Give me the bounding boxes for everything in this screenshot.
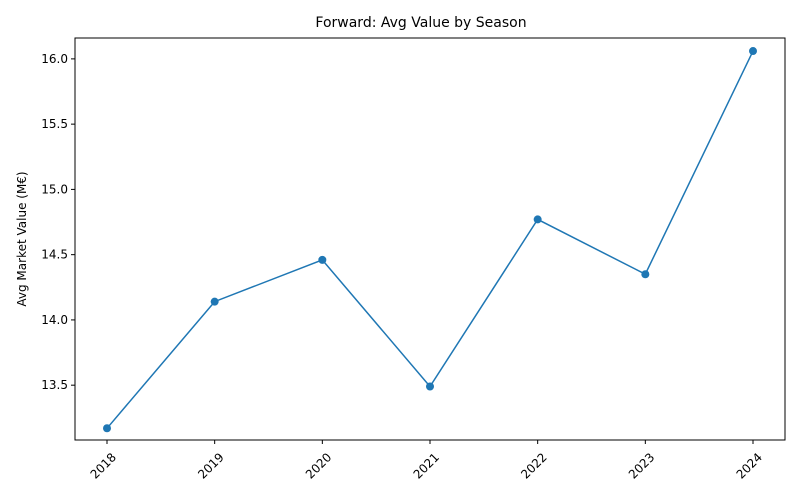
x-tick-label: 2024 xyxy=(734,450,765,481)
x-axis: 2018 2019 2020 2021 2022 2023 2024 xyxy=(88,440,765,482)
y-axis-title: Avg Market Value (M€) xyxy=(15,171,29,306)
data-point xyxy=(318,255,327,264)
data-point xyxy=(426,382,434,391)
x-tick-label: 2023 xyxy=(626,450,657,481)
data-point xyxy=(210,297,219,306)
x-tick-label: 2022 xyxy=(518,450,549,481)
x-tick-label: 2018 xyxy=(88,450,119,481)
y-tick-label: 14.5 xyxy=(41,248,68,262)
y-tick-label: 15.5 xyxy=(41,117,68,131)
plot-frame xyxy=(74,37,786,441)
series-line xyxy=(106,50,754,429)
plot-area xyxy=(103,47,757,433)
chart-title: Forward: Avg Value by Season xyxy=(315,15,526,31)
x-tick-label: 2019 xyxy=(195,450,226,481)
y-axis: 13.5 14.0 14.5 15.0 15.5 16.0 xyxy=(41,52,75,392)
x-tick-label: 2021 xyxy=(411,450,442,481)
y-tick-label: 16.0 xyxy=(41,52,68,66)
x-tick-label: 2020 xyxy=(303,450,334,481)
data-point xyxy=(749,47,757,56)
data-point xyxy=(103,424,111,433)
data-point xyxy=(533,215,542,224)
y-tick-label: 14.0 xyxy=(41,313,68,327)
y-tick-label: 15.0 xyxy=(41,182,68,196)
y-tick-label: 13.5 xyxy=(41,378,68,392)
data-point xyxy=(641,270,650,279)
